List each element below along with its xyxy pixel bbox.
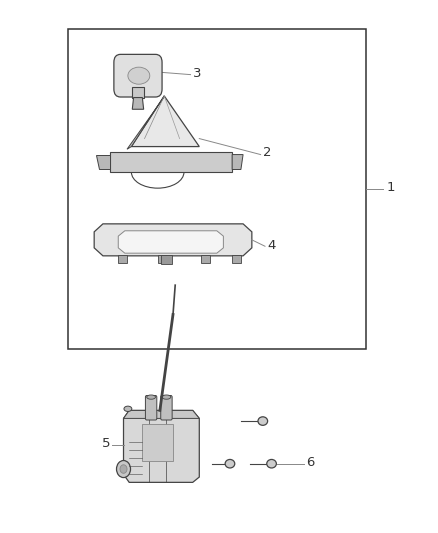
Polygon shape [124, 410, 199, 418]
Polygon shape [127, 96, 164, 149]
Polygon shape [131, 96, 199, 147]
Ellipse shape [162, 395, 171, 399]
FancyBboxPatch shape [145, 395, 157, 420]
Bar [232, 255, 241, 263]
FancyBboxPatch shape [110, 152, 232, 172]
Text: 5: 5 [102, 437, 110, 450]
Text: 2: 2 [263, 146, 271, 159]
Ellipse shape [225, 459, 235, 468]
Text: 1: 1 [386, 181, 395, 194]
Ellipse shape [128, 67, 150, 84]
Text: 6: 6 [307, 456, 315, 469]
FancyBboxPatch shape [132, 87, 144, 98]
Ellipse shape [124, 406, 132, 411]
Ellipse shape [258, 417, 268, 425]
Polygon shape [124, 410, 199, 482]
Text: 4: 4 [267, 239, 276, 252]
FancyBboxPatch shape [161, 395, 172, 420]
FancyBboxPatch shape [114, 54, 162, 97]
Ellipse shape [120, 465, 127, 473]
Polygon shape [132, 98, 144, 109]
Text: 3: 3 [193, 67, 201, 80]
Bar [68, 29, 366, 349]
Ellipse shape [117, 461, 131, 478]
Polygon shape [118, 231, 223, 253]
FancyBboxPatch shape [142, 424, 173, 461]
Ellipse shape [267, 459, 276, 468]
Bar [118, 255, 127, 263]
Ellipse shape [147, 395, 155, 399]
Bar [158, 255, 166, 263]
Polygon shape [232, 155, 243, 169]
Polygon shape [96, 155, 110, 169]
Polygon shape [94, 224, 252, 256]
Bar [201, 255, 210, 263]
Bar [161, 255, 172, 264]
